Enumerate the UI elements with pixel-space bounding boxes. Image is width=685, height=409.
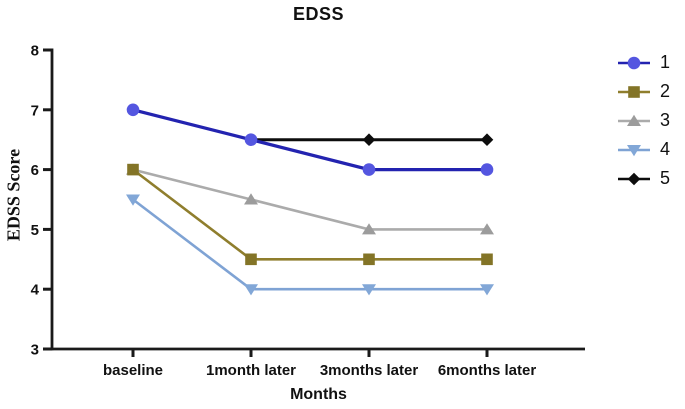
legend-label: 2 [660, 81, 671, 101]
series-line-1 [132, 108, 487, 172]
x-tick-label: 6months later [438, 362, 537, 379]
series-marker-5 [480, 133, 494, 146]
legend-item-2: 2 [617, 77, 670, 106]
series-marker-4 [362, 284, 376, 296]
series-marker-1 [244, 133, 258, 146]
series-marker-2 [245, 253, 257, 266]
series-marker-1 [480, 163, 494, 176]
legend-marker [627, 56, 641, 69]
legend-marker-square-icon [618, 85, 650, 98]
y-tick-label: 7 [31, 102, 39, 119]
legend-marker [627, 172, 641, 185]
legend-marker-triangle-down-icon [618, 144, 650, 156]
series-marker-4 [480, 284, 494, 296]
y-tick-label: 8 [31, 43, 39, 60]
x-tick-label: baseline [103, 362, 163, 379]
series-marker-2 [127, 163, 139, 176]
legend-label: 4 [660, 139, 671, 159]
series-marker-3 [244, 193, 258, 205]
legend-label: 1 [660, 52, 671, 72]
series-marker-4 [244, 284, 258, 296]
y-tick-label: 5 [31, 222, 39, 239]
series-marker-1 [362, 163, 376, 176]
legend-item-5: 5 [617, 164, 670, 193]
x-tick-label: 3months later [320, 362, 419, 379]
series-line-4 [132, 198, 487, 291]
legend-item-4: 4 [617, 135, 670, 164]
legend-item-1: 1 [617, 48, 670, 77]
y-tick-label: 4 [31, 282, 40, 299]
y-tick-label: 6 [31, 162, 39, 179]
chart-title: EDSS [292, 4, 345, 24]
series-marker-2 [481, 253, 493, 266]
series-line-2 [132, 168, 487, 261]
legend-marker [628, 85, 640, 98]
series-line-3 [132, 168, 487, 231]
y-tick-label: 3 [31, 342, 39, 359]
series-marker-2 [363, 253, 375, 266]
x-tick-label: 1month later [206, 362, 296, 379]
legend-marker-triangle-up-icon [618, 114, 650, 126]
legend-marker-circle-icon [618, 56, 650, 69]
legend-marker [627, 144, 641, 156]
series-marker-1 [126, 103, 140, 117]
series-marker-3 [480, 223, 494, 235]
legend-label: 5 [660, 168, 671, 188]
legend-marker [627, 114, 641, 126]
series-marker-4 [126, 194, 140, 206]
legend: 1 2 3 4 5 [617, 48, 670, 193]
legend-item-3: 3 [617, 106, 670, 135]
legend-label: 3 [660, 110, 671, 130]
x-axis-title: Months [290, 386, 347, 403]
legend-marker-diamond-icon [618, 172, 650, 185]
series-marker-3 [362, 223, 376, 235]
series-marker-5 [362, 133, 376, 146]
